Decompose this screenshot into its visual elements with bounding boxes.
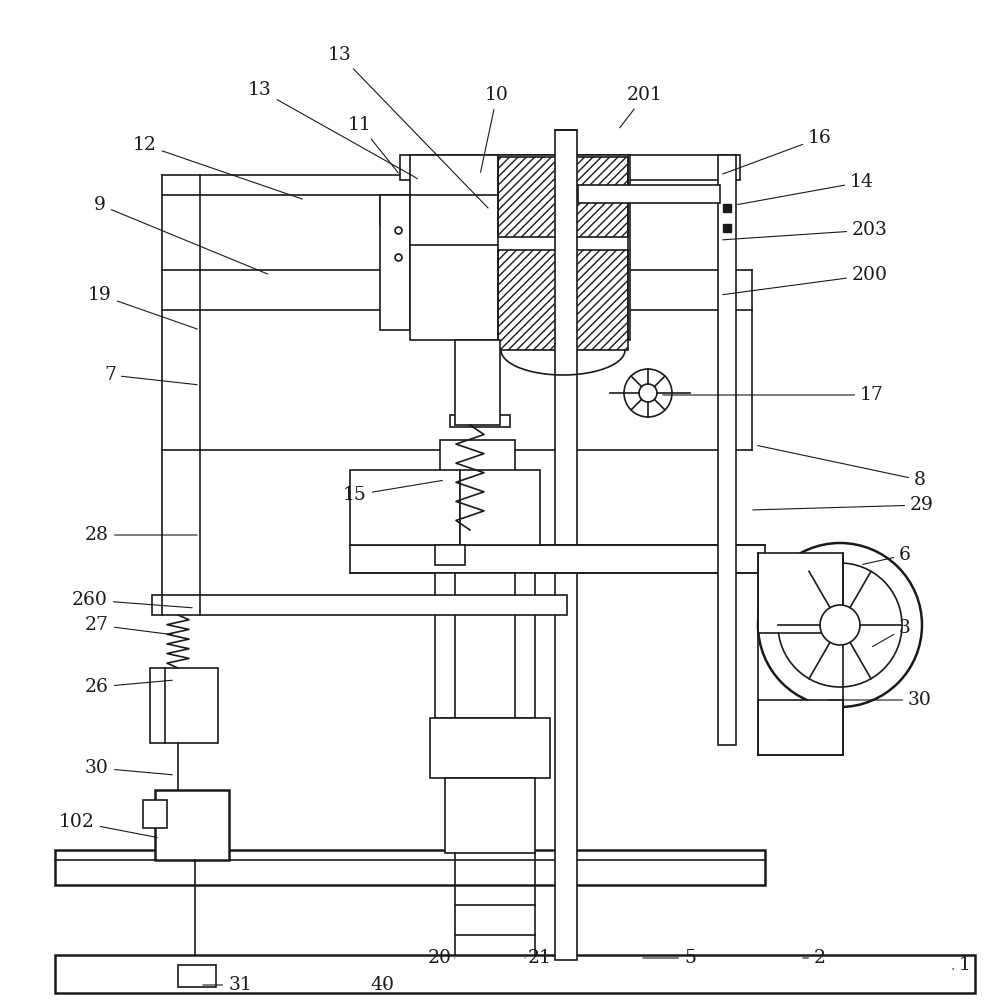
Text: 30: 30 [85,759,173,777]
Bar [350,545,765,573]
Bar [445,778,535,853]
Bar [555,130,577,960]
Bar [400,155,740,180]
Text: 27: 27 [85,616,173,635]
Bar [150,668,218,743]
Circle shape [624,369,672,417]
Text: 10: 10 [480,86,509,172]
Circle shape [758,543,922,707]
Text: 17: 17 [663,386,884,404]
Text: 13: 13 [328,46,488,208]
Text: 16: 16 [722,129,832,174]
Bar [155,790,229,860]
Text: 28: 28 [85,526,197,544]
Text: 9: 9 [94,196,268,274]
Text: 201: 201 [620,86,663,128]
Text: 29: 29 [753,496,933,514]
Text: 13: 13 [248,81,418,179]
Text: 3: 3 [872,619,911,647]
Bar [380,195,410,330]
Text: 7: 7 [104,366,197,385]
Bar [498,157,628,237]
Text: 102: 102 [60,813,158,837]
Circle shape [639,384,657,402]
Bar [55,850,765,885]
Bar [143,800,167,828]
Bar [758,553,843,633]
Bar [440,528,520,546]
Text: 8: 8 [758,446,926,489]
Bar [718,155,736,745]
Text: 20: 20 [428,949,455,967]
Bar [460,470,540,545]
Text: 21: 21 [525,949,552,967]
Text: 30: 30 [827,691,931,709]
Bar [55,955,975,993]
Bar [152,595,567,615]
Bar [455,340,500,425]
Text: 12: 12 [133,136,303,199]
Text: 15: 15 [343,480,442,504]
Bar [435,573,535,718]
Text: 40: 40 [370,976,394,994]
Text: 2: 2 [803,949,826,967]
Text: 26: 26 [85,678,173,696]
Bar [430,718,550,778]
Bar [450,415,510,427]
Text: 14: 14 [738,173,874,205]
Text: 31: 31 [202,976,252,994]
Bar [160,800,224,860]
Bar [498,250,628,350]
Bar [758,700,843,755]
Circle shape [820,605,860,645]
Text: 11: 11 [348,116,398,173]
Bar [435,545,465,565]
Text: 6: 6 [863,546,911,564]
Text: 203: 203 [723,221,888,240]
Bar [380,195,500,225]
Bar [178,965,216,987]
Bar [410,155,630,340]
Text: 200: 200 [723,266,888,295]
Text: 1: 1 [952,956,971,974]
Circle shape [778,563,902,687]
Bar [350,470,460,545]
Text: 19: 19 [88,286,197,329]
Bar [440,440,515,530]
Text: 5: 5 [643,949,696,967]
Text: 260: 260 [72,591,192,609]
Bar [578,185,720,203]
